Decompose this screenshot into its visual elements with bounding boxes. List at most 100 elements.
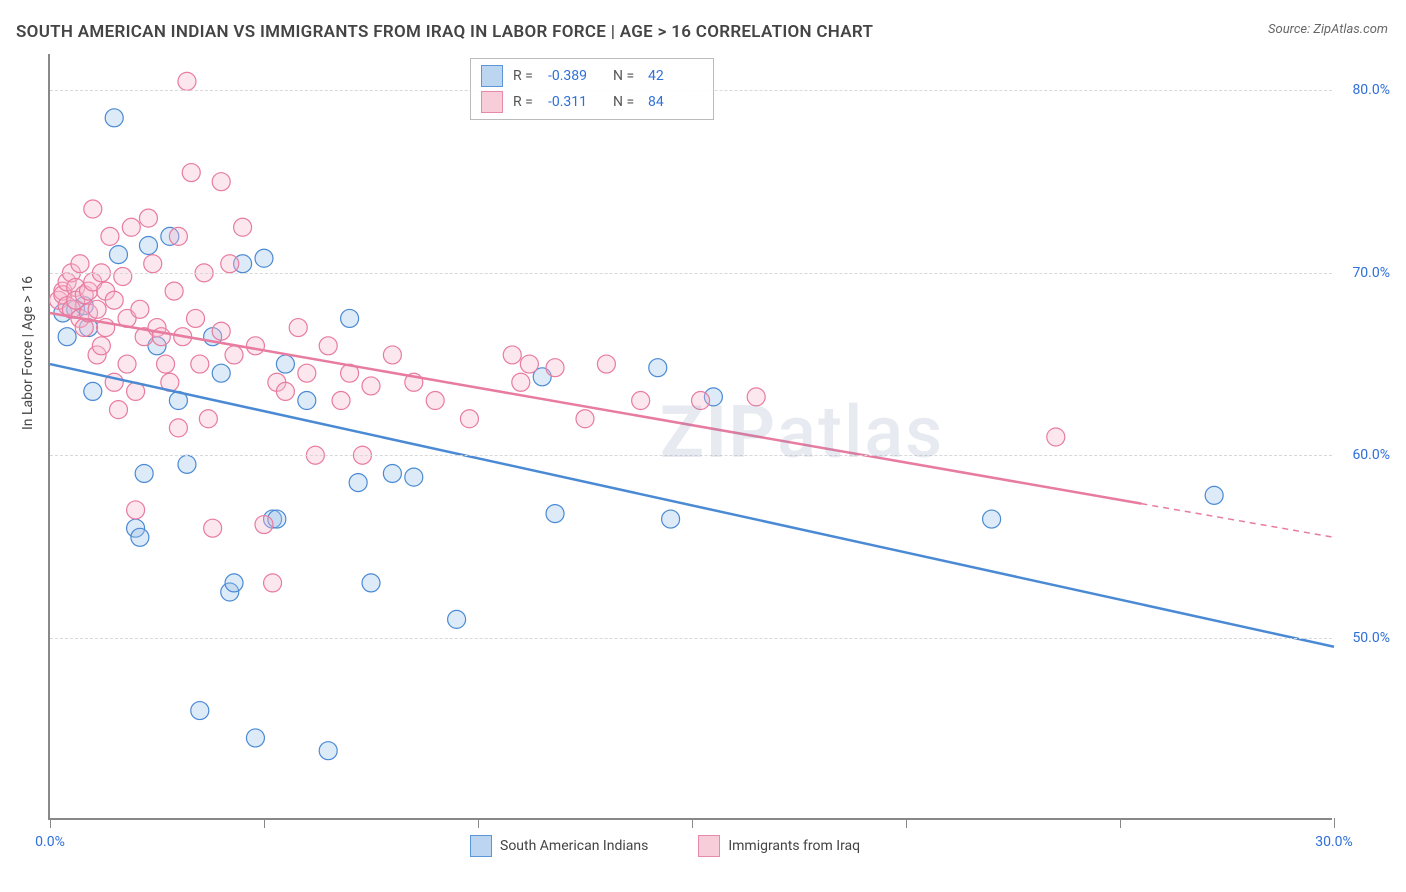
y-tick-label: 70.0% <box>1352 265 1390 281</box>
data-point <box>144 255 162 273</box>
y-axis-label: In Labor Force | Age > 16 <box>20 276 36 430</box>
data-point <box>199 410 217 428</box>
data-point <box>448 610 466 628</box>
r-label: R = <box>513 68 538 84</box>
legend-swatch-1 <box>698 835 720 857</box>
r-value-0: -0.389 <box>548 68 603 84</box>
data-point <box>127 501 145 519</box>
x-tick <box>50 818 51 828</box>
data-point <box>460 410 478 428</box>
n-value-1: 84 <box>648 94 703 110</box>
data-point <box>546 359 564 377</box>
data-point <box>139 209 157 227</box>
data-point <box>662 510 680 528</box>
data-point <box>135 464 153 482</box>
data-point <box>362 377 380 395</box>
data-point <box>649 359 667 377</box>
data-point <box>383 464 401 482</box>
trend-line <box>50 313 1141 504</box>
data-point <box>114 268 132 286</box>
data-point <box>84 382 102 400</box>
data-point <box>276 382 294 400</box>
data-point <box>88 300 106 318</box>
data-point <box>264 574 282 592</box>
n-label: N = <box>613 68 638 84</box>
data-point <box>503 346 521 364</box>
data-point <box>349 474 367 492</box>
x-tick <box>1120 818 1121 828</box>
data-point <box>341 309 359 327</box>
data-point <box>92 337 110 355</box>
data-point <box>225 346 243 364</box>
plot-area: 50.0%60.0%70.0%80.0%0.0%30.0% <box>48 54 1332 820</box>
data-point <box>276 355 294 373</box>
data-point <box>1047 428 1065 446</box>
n-value-0: 42 <box>648 68 703 84</box>
gridline-h <box>50 273 1332 274</box>
data-point <box>576 410 594 428</box>
data-point <box>187 309 205 327</box>
data-point <box>178 72 196 90</box>
data-point <box>139 237 157 255</box>
chart-container: SOUTH AMERICAN INDIAN VS IMMIGRANTS FROM… <box>0 0 1406 892</box>
trend-line <box>50 364 1334 647</box>
trend-line-dashed <box>1141 504 1334 538</box>
data-point <box>692 392 710 410</box>
data-point <box>165 282 183 300</box>
data-point <box>512 373 530 391</box>
source-label: Source: ZipAtlas.com <box>1268 22 1388 37</box>
data-point <box>255 249 273 267</box>
data-point <box>118 355 136 373</box>
gridline-h <box>50 638 1332 639</box>
data-point <box>109 401 127 419</box>
data-point <box>597 355 615 373</box>
swatch-series-1 <box>481 91 503 113</box>
data-point <box>289 319 307 337</box>
gridline-h <box>50 455 1332 456</box>
data-point <box>84 200 102 218</box>
x-tick-label: 0.0% <box>35 834 65 850</box>
chart-title: SOUTH AMERICAN INDIAN VS IMMIGRANTS FROM… <box>16 22 873 42</box>
data-point <box>426 392 444 410</box>
data-point <box>169 419 187 437</box>
x-tick <box>1334 818 1335 828</box>
data-point <box>204 519 222 537</box>
data-point <box>1205 486 1223 504</box>
data-point <box>319 742 337 760</box>
r-value-1: -0.311 <box>548 94 603 110</box>
data-point <box>191 702 209 720</box>
legend-item-0: South American Indians <box>470 835 648 857</box>
data-point <box>319 337 337 355</box>
data-point <box>246 337 264 355</box>
data-point <box>58 328 76 346</box>
data-point <box>362 574 380 592</box>
data-point <box>101 227 119 245</box>
data-point <box>212 173 230 191</box>
legend-row-series-0: R = -0.389 N = 42 <box>481 63 703 89</box>
data-point <box>191 355 209 373</box>
data-point <box>169 227 187 245</box>
data-point <box>131 528 149 546</box>
x-tick-label: 30.0% <box>1315 834 1353 850</box>
y-tick-label: 60.0% <box>1352 447 1390 463</box>
r-label: R = <box>513 94 538 110</box>
data-point <box>255 516 273 534</box>
y-tick-label: 50.0% <box>1352 630 1390 646</box>
x-tick <box>264 818 265 828</box>
data-point <box>298 392 316 410</box>
x-tick <box>906 818 907 828</box>
data-point <box>234 218 252 236</box>
data-point <box>225 574 243 592</box>
data-point <box>383 346 401 364</box>
legend-label-1: Immigrants from Iraq <box>728 838 860 854</box>
plot-svg <box>50 54 1332 818</box>
x-tick <box>478 818 479 828</box>
data-point <box>246 729 264 747</box>
legend-row-series-1: R = -0.311 N = 84 <box>481 89 703 115</box>
data-point <box>122 218 140 236</box>
data-point <box>221 255 239 273</box>
data-point <box>747 388 765 406</box>
x-tick <box>692 818 693 828</box>
data-point <box>105 291 123 309</box>
data-point <box>182 164 200 182</box>
